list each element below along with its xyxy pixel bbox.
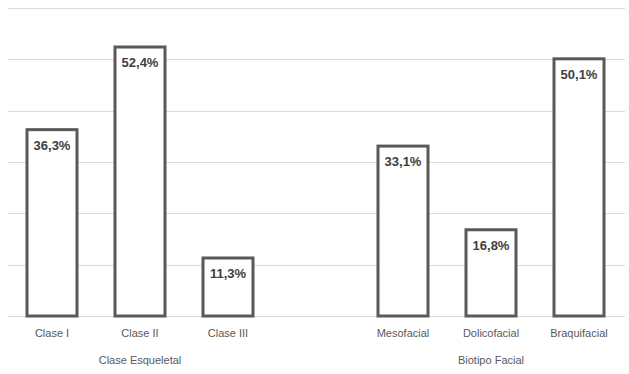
bar: [203, 258, 253, 316]
data-label: 36,3%: [34, 138, 71, 153]
x-axis-label: Clase Esqueletal: [99, 354, 182, 366]
bar: [378, 146, 428, 316]
x-tick-label: Clase II: [121, 327, 158, 339]
chart-panel: 33,1% Mesofacial 16,8% Dolicofacial 50,1% Bra…: [316, 9, 625, 367]
grid-line: [8, 8, 316, 9]
x-axis-label: Biotipo Facial: [458, 354, 524, 366]
bars: [378, 59, 604, 316]
x-tick-label: Braquifacial: [550, 327, 607, 339]
data-label: 11,3%: [210, 266, 247, 281]
data-label: 50,1%: [561, 67, 598, 82]
bar: [466, 230, 516, 316]
chart-panel: 36,3% Clase I 52,4% Clase II 11,3% Clase III C…: [8, 9, 316, 367]
x-tick-label: Mesofacial: [377, 327, 430, 339]
data-label: 52,4%: [122, 55, 159, 70]
x-tick-label: Clase III: [208, 327, 248, 339]
data-label: 16,8%: [473, 238, 510, 253]
bar: [115, 47, 165, 316]
data-label: 33,1%: [385, 154, 422, 169]
chart-container: 36,3% Clase I 52,4% Clase II 11,3% Clase III C…: [0, 0, 629, 374]
bar: [554, 59, 604, 316]
chart-svg: 36,3% Clase I 52,4% Clase II 11,3% Clase III C…: [0, 0, 629, 374]
bars: [27, 47, 253, 316]
grid-line: [316, 8, 625, 9]
x-tick-label: Clase I: [35, 327, 69, 339]
x-tick-label: Dolicofacial: [463, 327, 519, 339]
bar: [27, 130, 77, 316]
